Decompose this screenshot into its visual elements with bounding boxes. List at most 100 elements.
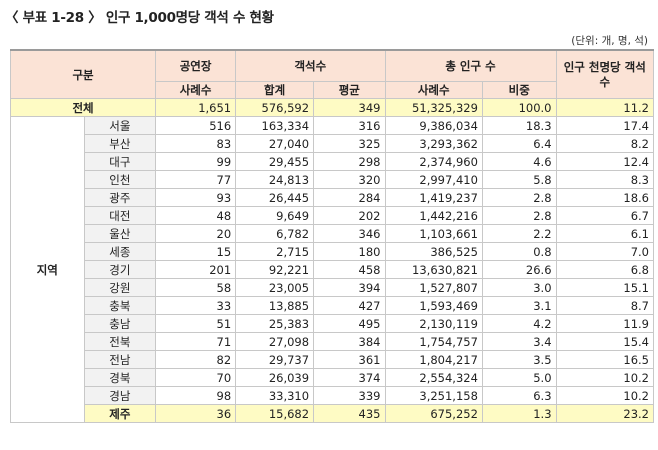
- row-label: 대구: [83, 152, 157, 171]
- cell-seats-avg: 284: [313, 188, 386, 207]
- row-label: 부산: [83, 134, 157, 153]
- cell-share: 3.0: [481, 278, 557, 297]
- cell-seats-avg: 435: [313, 404, 386, 423]
- cell-share: 4.2: [481, 314, 557, 333]
- cell-share: 2.2: [481, 224, 557, 243]
- cell-seats-total: 13,885: [235, 296, 315, 315]
- table-row-total: 전체 1,651 576,592 349 51,325,329 100.0 11…: [9, 98, 655, 117]
- row-label: 서울: [83, 116, 157, 135]
- table-row: 울산 20 6,782 346 1,103,661 2.2 6.1: [11, 224, 655, 243]
- cell-seats-avg: 384: [313, 332, 386, 351]
- cell-share: 2.8: [481, 188, 557, 207]
- page-title: 〈 부표 1-28 〉 인구 1,000명당 객석 수 현황: [5, 10, 274, 26]
- cell-population: 1,442,216: [384, 206, 483, 225]
- cell-per-thousand: 15.1: [555, 278, 655, 297]
- row-label: 강원: [83, 278, 157, 297]
- cell-venues: 15: [155, 242, 237, 261]
- table-row: 강원 58 23,005 394 1,527,807 3.0 15.1: [11, 278, 655, 297]
- table-row: 충남 51 25,383 495 2,130,119 4.2 11.9: [11, 314, 655, 333]
- cell-per-thousand: 8.7: [555, 296, 655, 315]
- cell-venues: 98: [155, 386, 237, 405]
- cell-population: 2,374,960: [384, 152, 483, 171]
- cell-share: 18.3: [481, 116, 557, 135]
- table-row: 대구 99 29,455 298 2,374,960 4.6 12.4: [11, 152, 655, 171]
- cell-seats-total: 25,383: [235, 314, 315, 333]
- table-row: 인천 77 24,813 320 2,997,410 5.8 8.3: [11, 170, 655, 189]
- cell-share: 6.3: [481, 386, 557, 405]
- cell-seats-total: 27,098: [235, 332, 315, 351]
- cell-seats-avg: 394: [313, 278, 386, 297]
- table-row: 지역 서울 516 163,334 316 9,386,034 18.3 17.4: [10, 116, 655, 423]
- cell-share: 3.5: [481, 350, 557, 369]
- row-label: 충북: [83, 296, 157, 315]
- cell-venues: 1,651: [155, 98, 237, 117]
- cell-per-thousand: 11.2: [555, 98, 655, 117]
- cell-population: 1,593,469: [384, 296, 483, 315]
- cell-population: 1,419,237: [384, 188, 483, 207]
- cell-seats-total: 29,455: [235, 152, 315, 171]
- cell-seats-avg: 320: [313, 170, 386, 189]
- cell-seats-avg: 374: [313, 368, 386, 387]
- cell-population: 9,386,034: [384, 116, 483, 135]
- cell-share: 26.6: [481, 260, 557, 279]
- cell-share: 3.4: [481, 332, 557, 351]
- header-seats: 객석수: [235, 49, 386, 82]
- table-row: 제주 36 15,682 435 675,252 1.3 23.2: [11, 404, 655, 423]
- cell-seats-avg: 298: [313, 152, 386, 171]
- cell-share: 5.0: [481, 368, 557, 387]
- cell-venues: 201: [155, 260, 237, 279]
- row-label: 세종: [83, 242, 157, 261]
- cell-per-thousand: 8.2: [555, 134, 655, 153]
- cell-per-thousand: 6.7: [555, 206, 655, 225]
- region-group-label: 지역: [10, 116, 85, 423]
- cell-per-thousand: 7.0: [555, 242, 655, 261]
- cell-venues: 51: [155, 314, 237, 333]
- cell-per-thousand: 23.2: [555, 404, 655, 423]
- header-average: 평균: [313, 81, 386, 99]
- cell-seats-total: 9,649: [235, 206, 315, 225]
- row-label: 전남: [83, 350, 157, 369]
- cell-population: 2,130,119: [384, 314, 483, 333]
- cell-per-thousand: 18.6: [555, 188, 655, 207]
- cell-per-thousand: 8.3: [555, 170, 655, 189]
- cell-share: 5.8: [481, 170, 557, 189]
- cell-population: 51,325,329: [384, 98, 483, 117]
- cell-seats-total: 163,334: [235, 116, 315, 135]
- header-total: 합계: [235, 81, 315, 99]
- cell-seats-avg: 346: [313, 224, 386, 243]
- cell-per-thousand: 15.4: [555, 332, 655, 351]
- cell-population: 1,527,807: [384, 278, 483, 297]
- cell-venues: 83: [155, 134, 237, 153]
- row-label: 전체: [9, 98, 157, 117]
- cell-seats-total: 576,592: [235, 98, 315, 117]
- cell-seats-total: 92,221: [235, 260, 315, 279]
- cell-seats-avg: 180: [313, 242, 386, 261]
- cell-venues: 48: [155, 206, 237, 225]
- table-row: 대전 48 9,649 202 1,442,216 2.8 6.7: [11, 206, 655, 225]
- cell-per-thousand: 6.8: [555, 260, 655, 279]
- cell-seats-avg: 458: [313, 260, 386, 279]
- cell-per-thousand: 12.4: [555, 152, 655, 171]
- cell-venues: 36: [155, 404, 237, 423]
- row-label: 제주: [83, 404, 157, 423]
- cell-venues: 70: [155, 368, 237, 387]
- row-label: 경남: [83, 386, 157, 405]
- cell-population: 1,754,757: [384, 332, 483, 351]
- cell-venues: 58: [155, 278, 237, 297]
- cell-seats-avg: 202: [313, 206, 386, 225]
- cell-seats-avg: 349: [313, 98, 386, 117]
- header-venues: 공연장: [155, 49, 237, 82]
- cell-population: 386,525: [384, 242, 483, 261]
- cell-share: 1.3: [481, 404, 557, 423]
- cell-per-thousand: 6.1: [555, 224, 655, 243]
- cell-population: 1,103,661: [384, 224, 483, 243]
- cell-seats-total: 26,039: [235, 368, 315, 387]
- header-pop-cases: 사례수: [384, 81, 483, 99]
- cell-per-thousand: 11.9: [555, 314, 655, 333]
- row-label: 인천: [83, 170, 157, 189]
- cell-venues: 71: [155, 332, 237, 351]
- header-category: 구분: [9, 49, 157, 99]
- cell-venues: 20: [155, 224, 237, 243]
- table-row: 세종 15 2,715 180 386,525 0.8 7.0: [11, 242, 655, 261]
- cell-seats-avg: 325: [313, 134, 386, 153]
